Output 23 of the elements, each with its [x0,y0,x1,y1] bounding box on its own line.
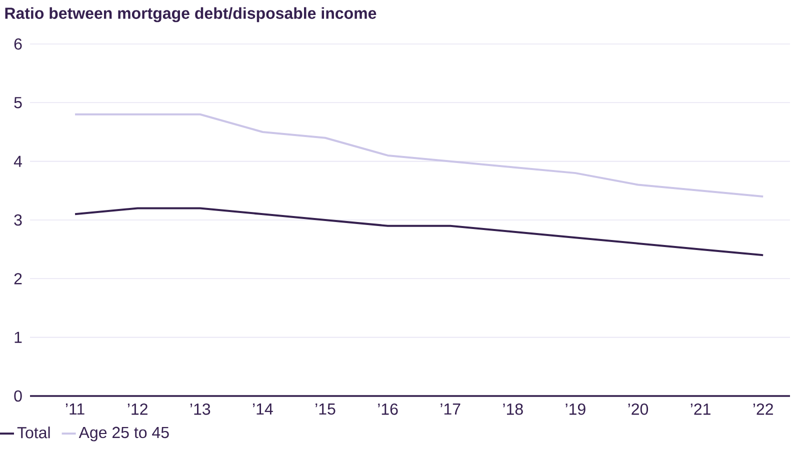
x-tick-label: ’12 [128,404,148,415]
y-tick-label: 4 [14,156,22,167]
x-tick-label: ’19 [566,404,586,415]
legend-label: Age 25 to 45 [78,426,169,442]
y-tick-label: 0 [14,390,22,402]
y-tick-label: 6 [14,38,22,50]
x-tick-label: ’16 [378,404,398,415]
y-tick-label: 1 [14,332,22,343]
y-tick-label: 2 [14,273,22,284]
legend-label: Total [17,426,50,438]
x-tick-label: ’14 [253,404,273,415]
x-tick-label: ’17 [440,404,460,415]
x-tick-label: ’20 [628,404,648,415]
x-tick-label: ’11 [66,404,84,415]
x-tick-label: ’22 [753,404,773,415]
line-series [74,207,764,256]
y-tick-label: 5 [14,97,22,108]
x-tick-label: ’13 [190,404,210,415]
x-tick-label: ’18 [503,404,523,415]
y-tick-label: 3 [14,214,22,226]
x-tick-label: ’15 [316,404,336,415]
x-tick-label: ’21 [690,404,710,415]
chart-title: Ratio between mortgage debt/disposable income [5,7,376,22]
